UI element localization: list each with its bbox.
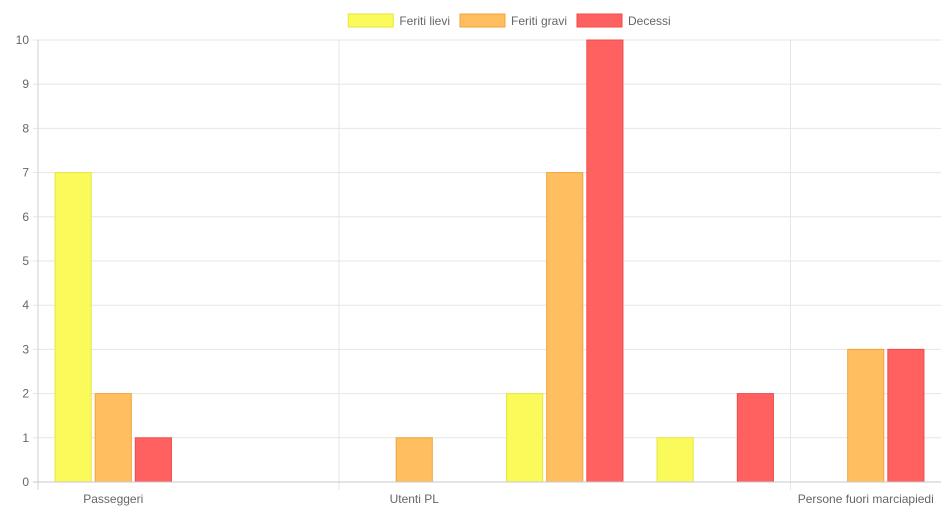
bar-feriti-gravi[interactable] — [395, 437, 433, 483]
legend-label: Feriti lievi — [399, 14, 450, 28]
x-tick-label: Utenti PL — [390, 492, 440, 506]
x-tick-label: Passeggeri — [83, 492, 143, 506]
legend[interactable]: Feriti lievi Feriti gravi Decessi — [347, 13, 671, 28]
y-tick-label: 0 — [22, 475, 29, 489]
x-tick-label: Persone fuori marciapiedi — [798, 492, 934, 506]
bar-feriti-lievi[interactable] — [506, 393, 544, 483]
grid-lines — [33, 39, 941, 490]
legend-label: Feriti gravi — [511, 14, 567, 28]
bar-feriti-gravi[interactable] — [847, 348, 885, 483]
legend-swatch — [576, 13, 623, 28]
legend-swatch — [347, 13, 394, 28]
bar-decessi[interactable] — [586, 39, 624, 483]
bar-feriti-gravi[interactable] — [546, 172, 584, 483]
bar-feriti-lievi[interactable] — [54, 172, 92, 483]
y-tick-label: 6 — [22, 210, 29, 224]
y-tick-label: 3 — [22, 342, 29, 356]
y-tick-label: 2 — [22, 387, 29, 401]
legend-item[interactable]: Feriti lievi — [347, 13, 450, 28]
y-tick-label: 8 — [22, 121, 29, 135]
y-tick-label: 4 — [22, 298, 29, 312]
y-tick-label: 7 — [22, 166, 29, 180]
y-axis-ticks: 0 1 2 3 4 5 6 7 8 9 10 — [16, 33, 30, 489]
legend-swatch — [459, 13, 506, 28]
legend-item[interactable]: Decessi — [576, 13, 671, 28]
bar-feriti-gravi[interactable] — [94, 393, 132, 483]
y-tick-label: 1 — [22, 431, 29, 445]
legend-label: Decessi — [628, 14, 671, 28]
bar-decessi[interactable] — [134, 437, 172, 483]
y-tick-label: 10 — [16, 33, 30, 47]
bar-feriti-lievi[interactable] — [656, 437, 694, 483]
x-axis-ticks: Passeggeri Utenti PL Persone fuori marciap… — [83, 492, 934, 506]
bar-decessi[interactable] — [736, 393, 774, 483]
y-tick-label: 5 — [22, 254, 29, 268]
axes — [33, 40, 941, 490]
bar-decessi[interactable] — [887, 348, 925, 483]
y-tick-label: 9 — [22, 77, 29, 91]
legend-item[interactable]: Feriti gravi — [459, 13, 567, 28]
